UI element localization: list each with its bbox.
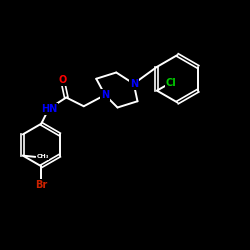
Text: HN: HN [40,104,57,114]
Text: N: N [130,79,138,89]
Text: N: N [101,90,109,100]
Text: CH₃: CH₃ [36,154,49,160]
Text: O: O [58,75,66,85]
Text: Cl: Cl [166,78,176,88]
Text: Br: Br [35,180,47,190]
